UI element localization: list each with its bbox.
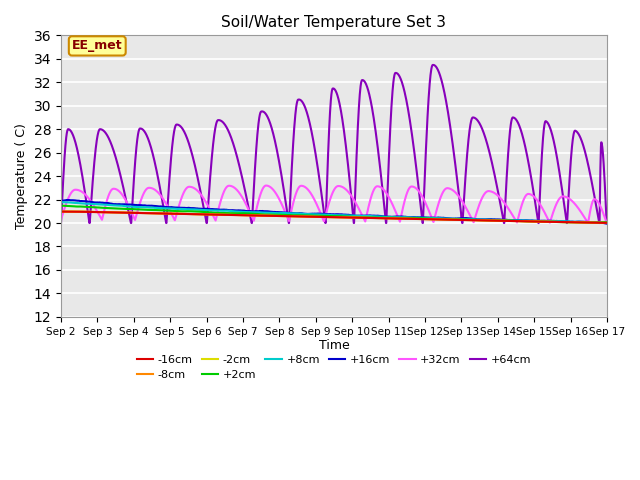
+16cm	[487, 216, 495, 222]
+64cm	[603, 220, 611, 226]
+32cm	[323, 208, 331, 214]
Line: +8cm: +8cm	[61, 202, 607, 222]
+2cm	[85, 204, 93, 210]
+8cm	[85, 201, 93, 207]
Line: -16cm: -16cm	[61, 212, 607, 223]
-8cm	[323, 214, 331, 220]
Line: +32cm: +32cm	[61, 186, 607, 223]
-2cm	[308, 214, 316, 219]
+2cm	[323, 213, 330, 219]
+8cm	[323, 212, 331, 217]
+16cm	[57, 198, 65, 204]
-8cm	[85, 209, 93, 215]
-8cm	[57, 209, 65, 215]
-8cm	[76, 209, 83, 215]
-16cm	[603, 220, 611, 226]
+16cm	[588, 219, 595, 225]
+32cm	[308, 193, 316, 199]
+64cm	[429, 62, 437, 68]
-2cm	[587, 220, 595, 226]
+8cm	[593, 219, 601, 225]
+32cm	[487, 189, 495, 194]
-16cm	[323, 214, 330, 220]
Line: -2cm: -2cm	[61, 212, 607, 223]
+8cm	[588, 219, 595, 225]
-2cm	[487, 217, 495, 223]
-2cm	[588, 220, 595, 226]
Legend: -16cm, -8cm, -2cm, +2cm, +8cm, +16cm, +32cm, +64cm: -16cm, -8cm, -2cm, +2cm, +8cm, +16cm, +3…	[132, 350, 536, 384]
+8cm	[487, 217, 495, 223]
Line: +2cm: +2cm	[61, 205, 607, 223]
+8cm	[57, 199, 65, 205]
-8cm	[487, 217, 495, 223]
+64cm	[323, 196, 330, 202]
+64cm	[57, 220, 65, 226]
+8cm	[60, 199, 68, 205]
-8cm	[588, 220, 595, 226]
+32cm	[57, 216, 65, 222]
X-axis label: Time: Time	[319, 339, 349, 352]
+32cm	[588, 204, 595, 210]
-2cm	[57, 209, 65, 215]
+8cm	[588, 219, 595, 225]
+64cm	[487, 156, 495, 162]
+2cm	[589, 220, 597, 226]
-2cm	[323, 214, 330, 220]
Line: -8cm: -8cm	[61, 212, 607, 223]
-8cm	[308, 214, 316, 220]
+64cm	[85, 216, 93, 222]
+16cm	[85, 199, 93, 204]
+2cm	[588, 219, 595, 225]
-16cm	[85, 209, 93, 215]
-2cm	[85, 209, 93, 215]
+2cm	[57, 203, 65, 208]
-8cm	[603, 220, 611, 226]
+16cm	[603, 221, 611, 227]
Text: EE_met: EE_met	[72, 39, 123, 52]
+2cm	[308, 213, 316, 218]
+32cm	[603, 220, 611, 226]
+64cm	[588, 176, 595, 181]
-16cm	[57, 209, 65, 215]
Line: +16cm: +16cm	[61, 200, 607, 224]
+16cm	[308, 211, 316, 216]
-8cm	[588, 220, 595, 226]
+2cm	[487, 217, 495, 223]
+64cm	[308, 131, 316, 137]
+64cm	[588, 177, 595, 183]
Line: +64cm: +64cm	[61, 65, 607, 223]
-16cm	[588, 220, 595, 226]
Y-axis label: Temperature ( C): Temperature ( C)	[15, 123, 28, 229]
Title: Soil/Water Temperature Set 3: Soil/Water Temperature Set 3	[221, 15, 447, 30]
+16cm	[588, 219, 595, 225]
-16cm	[587, 220, 595, 226]
-16cm	[308, 214, 316, 219]
+16cm	[65, 197, 72, 203]
-2cm	[603, 220, 611, 226]
-16cm	[487, 217, 495, 223]
+32cm	[588, 203, 595, 208]
+32cm	[262, 183, 270, 189]
+2cm	[587, 219, 595, 225]
+16cm	[323, 211, 331, 217]
+2cm	[603, 219, 611, 225]
+8cm	[308, 211, 316, 217]
+8cm	[603, 219, 611, 225]
+32cm	[85, 196, 93, 202]
